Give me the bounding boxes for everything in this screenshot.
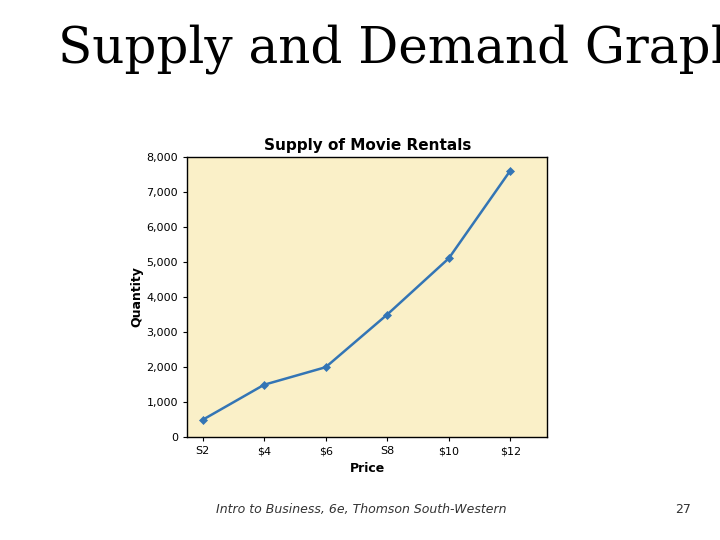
Text: Intro to Business, 6e, Thomson South-Western: Intro to Business, 6e, Thomson South-Wes… xyxy=(216,503,506,516)
Text: Supply and Demand Graphs: Supply and Demand Graphs xyxy=(58,24,720,75)
X-axis label: Price: Price xyxy=(350,462,384,475)
Y-axis label: Quantity: Quantity xyxy=(131,267,144,327)
Title: Supply of Movie Rentals: Supply of Movie Rentals xyxy=(264,138,471,153)
Text: 27: 27 xyxy=(675,503,691,516)
